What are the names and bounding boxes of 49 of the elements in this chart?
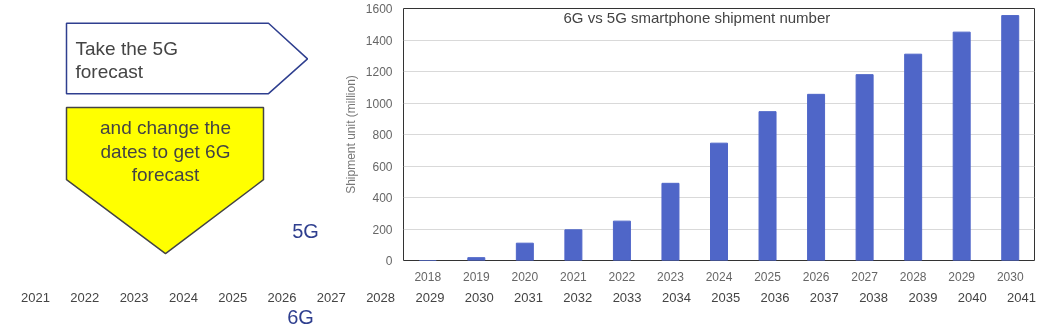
text: 2022 — [70, 290, 100, 305]
text: 2024 — [168, 290, 198, 305]
y-axis-title: Shipment unit (million) — [343, 75, 358, 194]
text: 2040 — [957, 290, 987, 305]
y-tick-label: 1200 — [365, 65, 393, 79]
text: 2023 — [119, 290, 149, 305]
text: 6G — [287, 305, 314, 328]
text: 2035 — [711, 290, 741, 305]
x-tick-label: 2022 — [608, 269, 636, 284]
x-tick-label: 2025 — [754, 269, 782, 284]
text: 2027 — [316, 290, 346, 305]
x-tick-label: 2019 — [462, 269, 490, 284]
x-tick-label: 2020 — [511, 269, 539, 284]
text: 2021 — [21, 290, 50, 305]
chart-title: 6G vs 5G smartphone shipment number — [563, 8, 831, 26]
y-tick-label: 0 — [385, 254, 393, 268]
x-tick-label: 2021 — [560, 269, 588, 284]
text: 5G — [292, 219, 319, 242]
text: 2034 — [661, 290, 691, 305]
y-tick-label: 800 — [372, 128, 393, 142]
text: and change the dates to get 6G forecast — [100, 117, 232, 185]
y-tick-label: 1000 — [365, 96, 393, 111]
y-tick-label: 1600 — [365, 2, 393, 16]
y-tick-label: 400 — [372, 191, 393, 205]
text: 2030 — [464, 290, 494, 305]
text: 2025 — [218, 290, 248, 305]
text: 2037 — [809, 290, 839, 305]
text: 2038 — [859, 290, 889, 305]
y-tick-label: 1400 — [365, 33, 393, 48]
text: 2041 — [1007, 290, 1036, 305]
text: 2032 — [563, 290, 593, 305]
x-tick-label: 2027 — [851, 269, 879, 284]
x-tick-label: 2024 — [705, 269, 733, 284]
y-tick-label: 200 — [372, 222, 393, 237]
text: 2036 — [760, 290, 790, 305]
text: Take the 5G forecast — [75, 37, 178, 83]
text: 2039 — [908, 290, 938, 305]
x-tick-label: 2018 — [414, 269, 442, 284]
x-tick-label: 2030 — [996, 269, 1024, 284]
x-tick-label: 2029 — [948, 269, 976, 284]
x-tick-label: 2028 — [899, 269, 927, 284]
x-tick-label: 2026 — [802, 269, 830, 284]
text: 2031 — [514, 290, 543, 305]
text: 2029 — [415, 290, 445, 305]
text: 2026 — [267, 290, 297, 305]
x-tick-label: 2023 — [657, 269, 685, 284]
text: 2028 — [366, 290, 396, 305]
text: 2033 — [612, 290, 642, 305]
y-tick-label: 600 — [372, 159, 393, 174]
